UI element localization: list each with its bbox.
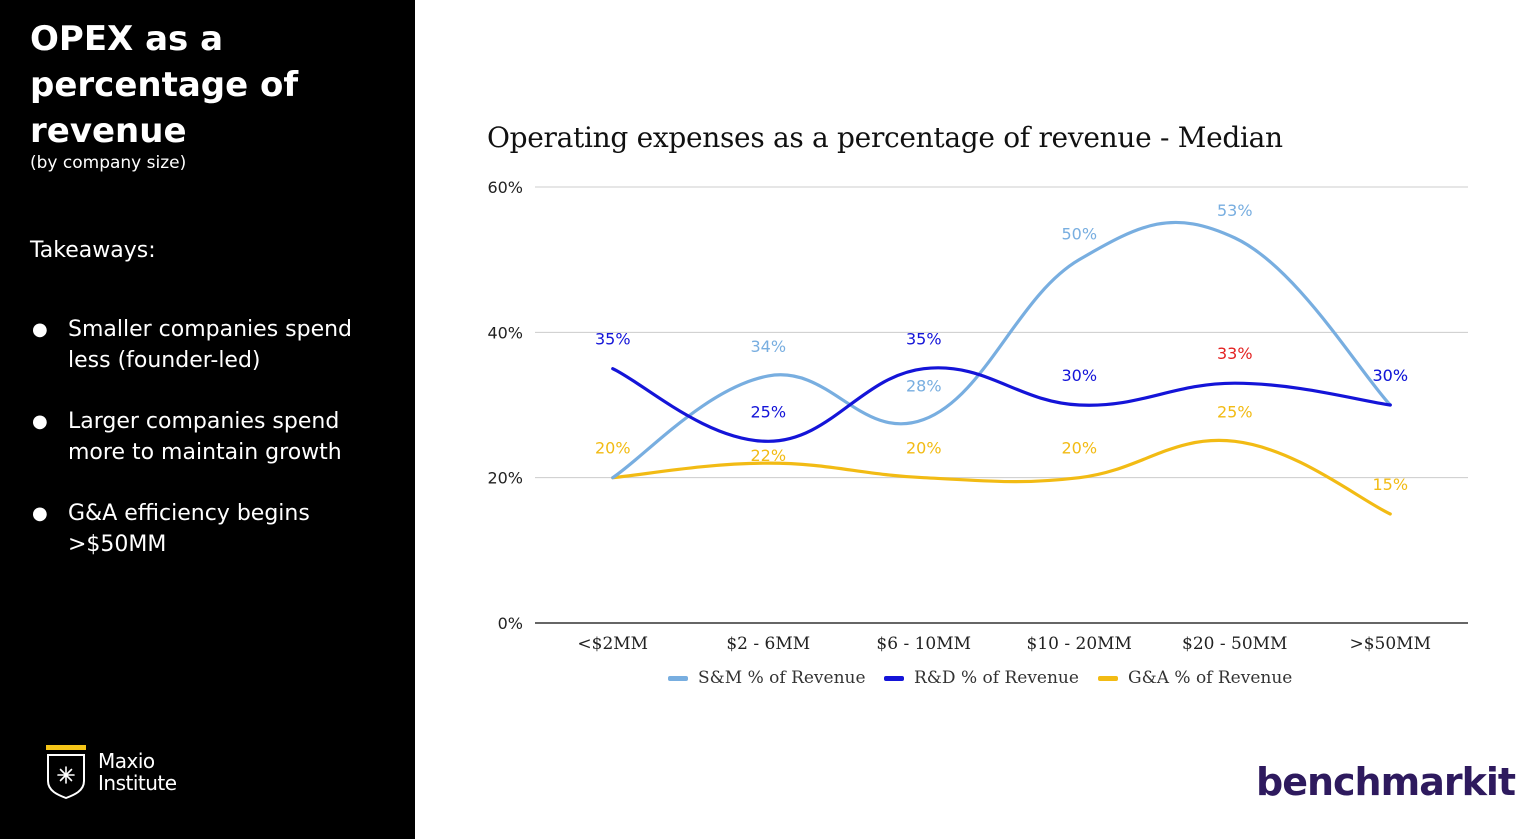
legend-label: G&A % of Revenue [1128,668,1293,688]
brand-name: Maxio Institute [98,750,177,794]
data-label-rd: 25% [750,402,786,421]
bullet-icon: ● [32,319,48,340]
data-label-sm: 50% [1061,225,1097,244]
takeaway-text: G&A efficiency begins >$50MM [68,501,310,557]
takeaway-text: Smaller companies spend less (founder-le… [68,317,353,373]
data-label-rd: 35% [595,330,631,349]
takeaway-item: ● G&A efficiency begins >$50MM [30,498,400,560]
brand-name-line2: Institute [98,771,177,795]
data-label-rd: 30% [1372,366,1408,385]
data-label-sm: 53% [1217,201,1253,220]
y-tick-label: 20% [487,469,523,488]
takeaways-heading: Takeaways: [30,238,156,263]
data-label-sm: 34% [750,337,786,356]
logo-accent-bar [46,745,86,750]
slide-subtitle: (by company size) [30,153,187,173]
data-label-sm: 30% [1372,366,1408,385]
data-label-ga: 15% [1372,475,1408,494]
legend-label: R&D % of Revenue [914,668,1079,688]
data-label-ga: 20% [595,439,631,458]
legend-item-sm: S&M % of Revenue [668,668,866,688]
series-line-ga [611,438,1392,516]
series-line-sm [611,220,1392,480]
y-tick-label: 60% [487,178,523,197]
data-label-rd: 35% [906,330,942,349]
x-tick-label: $6 - 10MM [876,634,971,654]
legend-swatch [884,675,904,681]
line-chart: 0% 20% 40% 60% <$2MM $2 - 6MM $6 - 10MM $10 - 2… [487,178,1468,654]
shield-icon [47,754,85,799]
data-label-ga: 22% [750,446,786,465]
y-tick-label: 40% [487,323,523,342]
takeaway-item: ● Smaller companies spend less (founder-… [30,314,400,376]
x-tick-label: <$2MM [577,634,648,654]
x-tick-label: >$50MM [1349,634,1431,654]
chart-title: Operating expenses as a percentage of re… [487,121,1283,154]
data-label-rd: 30% [1061,366,1097,385]
series-line-rd [611,366,1392,443]
data-label-rd: 33% [1217,344,1253,363]
takeaways-list: ● Smaller companies spend less (founder-… [30,314,400,590]
x-tick-label: $10 - 20MM [1027,634,1132,654]
data-label-ga: 20% [1061,439,1097,458]
legend-item-ga: G&A % of Revenue [1098,668,1292,688]
legend-swatch [668,675,688,681]
chart-legend: S&M % of Revenue R&D % of Revenue G&A % of… [0,668,1530,694]
benchmarkit-logo: benchmarkit [1256,760,1516,804]
left-panel: OPEX as a percentage of revenue (by comp… [0,0,415,839]
maxio-institute-logo: Maxio Institute [46,745,246,805]
bullet-icon: ● [32,411,48,432]
bullet-icon: ● [32,503,48,524]
brand-name-line1: Maxio [98,749,155,773]
slide-title: OPEX as a percentage of revenue [30,19,299,151]
x-tick-label: $2 - 6MM [726,634,810,654]
data-label-ga: 25% [1217,402,1253,421]
x-tick-label: $20 - 50MM [1182,634,1287,654]
legend-swatch [1098,675,1118,681]
y-tick-label: 0% [498,614,523,633]
data-label-sm: 28% [906,377,942,396]
takeaway-text: Larger companies spend more to maintain … [68,409,342,465]
legend-item-rd: R&D % of Revenue [884,668,1079,688]
data-label-ga: 20% [906,439,942,458]
legend-label: S&M % of Revenue [698,668,866,688]
takeaway-item: ● Larger companies spend more to maintai… [30,406,400,468]
